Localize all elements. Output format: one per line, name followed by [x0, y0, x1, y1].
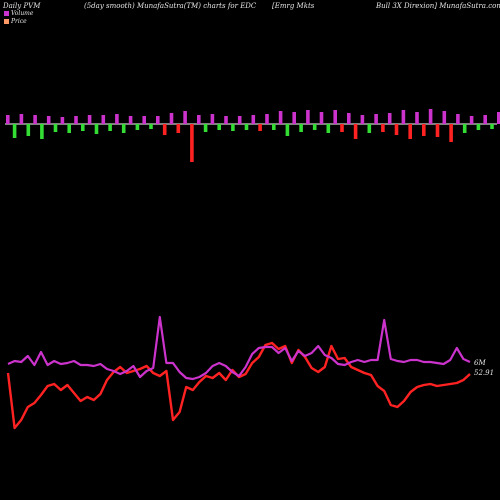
volume-bar	[360, 115, 365, 124]
legend-volume: Volume	[4, 10, 33, 17]
volume-bar	[285, 124, 290, 136]
volume-bar	[183, 111, 187, 124]
volume-bar	[476, 124, 481, 130]
volume-bar	[469, 116, 474, 124]
volume-bar	[46, 116, 51, 124]
legend-volume-swatch	[4, 11, 9, 16]
volume-bar	[442, 111, 447, 124]
volume-bar	[203, 124, 208, 132]
volume-bar	[483, 115, 487, 124]
annotation-price: 52.91	[474, 369, 494, 377]
volume-bar	[108, 124, 112, 131]
volume-bar	[428, 109, 433, 124]
volume-bar	[6, 115, 10, 124]
volume-bar	[26, 124, 31, 136]
volume-bar	[190, 124, 194, 162]
volume-bar	[381, 124, 385, 132]
volume-bars	[5, 109, 500, 162]
volume-bar	[387, 113, 392, 124]
volume-bar	[142, 116, 146, 124]
volume-bar	[422, 124, 426, 136]
legend-volume-label: Volume	[11, 10, 34, 17]
header-right: Bull 3X Direxion] MunafaSutra.com	[376, 2, 500, 10]
volume-bar	[292, 112, 296, 124]
volume-bar	[162, 124, 167, 135]
volume-bar	[319, 112, 324, 124]
header-center: (5day smooth) MunafaSutra(TM) charts for…	[84, 2, 257, 10]
volume-bar	[326, 124, 331, 133]
volume-bar	[435, 124, 440, 137]
volume-bar	[87, 115, 92, 124]
volume-bar	[156, 116, 160, 124]
legend-price-label: Price	[11, 18, 27, 25]
volume-bar	[449, 124, 453, 142]
volume-bar	[408, 124, 412, 139]
header-name: [Emrg Mkts	[272, 2, 315, 10]
volume-bar	[272, 124, 276, 130]
volume-line	[7, 315, 471, 381]
volume-bar	[367, 124, 372, 133]
volume-bar	[299, 124, 303, 132]
volume-bar	[12, 124, 17, 138]
volume-bar	[40, 124, 44, 139]
volume-bar	[135, 124, 140, 130]
volume-bar	[197, 115, 201, 124]
volume-bar	[74, 116, 78, 124]
volume-bar	[81, 124, 85, 131]
volume-bar	[60, 117, 65, 124]
volume-bar	[490, 124, 494, 129]
volume-bar	[462, 124, 467, 133]
volume-bar	[19, 114, 24, 124]
volume-bar	[231, 124, 235, 131]
series-lines	[6, 315, 471, 430]
volume-bar	[401, 110, 406, 124]
volume-bar	[101, 115, 106, 124]
volume-bar	[415, 112, 419, 124]
legend-price-swatch	[4, 19, 9, 24]
volume-bar	[115, 114, 119, 124]
volume-bar	[497, 112, 500, 124]
volume-bar	[224, 116, 228, 124]
volume-bar	[210, 114, 215, 124]
volume-bar	[265, 114, 269, 124]
annotation-volume: 6M	[474, 359, 486, 367]
volume-bar	[33, 115, 37, 124]
volume-bar	[121, 124, 126, 133]
volume-bar	[374, 114, 378, 124]
volume-bar	[251, 115, 256, 124]
volume-bar	[353, 124, 358, 139]
volume-bar	[237, 116, 242, 124]
volume-bar	[53, 124, 58, 132]
price-line	[6, 341, 471, 430]
volume-bar	[67, 124, 71, 133]
volume-bar	[217, 124, 221, 130]
volume-bar	[456, 114, 460, 124]
volume-bar	[394, 124, 399, 135]
volume-bar	[278, 111, 283, 124]
volume-bar	[333, 110, 337, 124]
volume-bar	[306, 110, 310, 124]
legend-price: Price	[4, 18, 27, 25]
volume-bar	[340, 124, 344, 132]
header-left: Daily PVM	[3, 2, 41, 10]
volume-bar	[244, 124, 249, 130]
volume-bar	[149, 124, 153, 129]
volume-bar	[94, 124, 99, 134]
volume-bar	[312, 124, 317, 130]
volume-bar	[347, 113, 351, 124]
volume-bar	[176, 124, 181, 133]
volume-bar	[258, 124, 262, 131]
volume-bar	[128, 116, 133, 124]
volume-bar	[169, 113, 174, 124]
